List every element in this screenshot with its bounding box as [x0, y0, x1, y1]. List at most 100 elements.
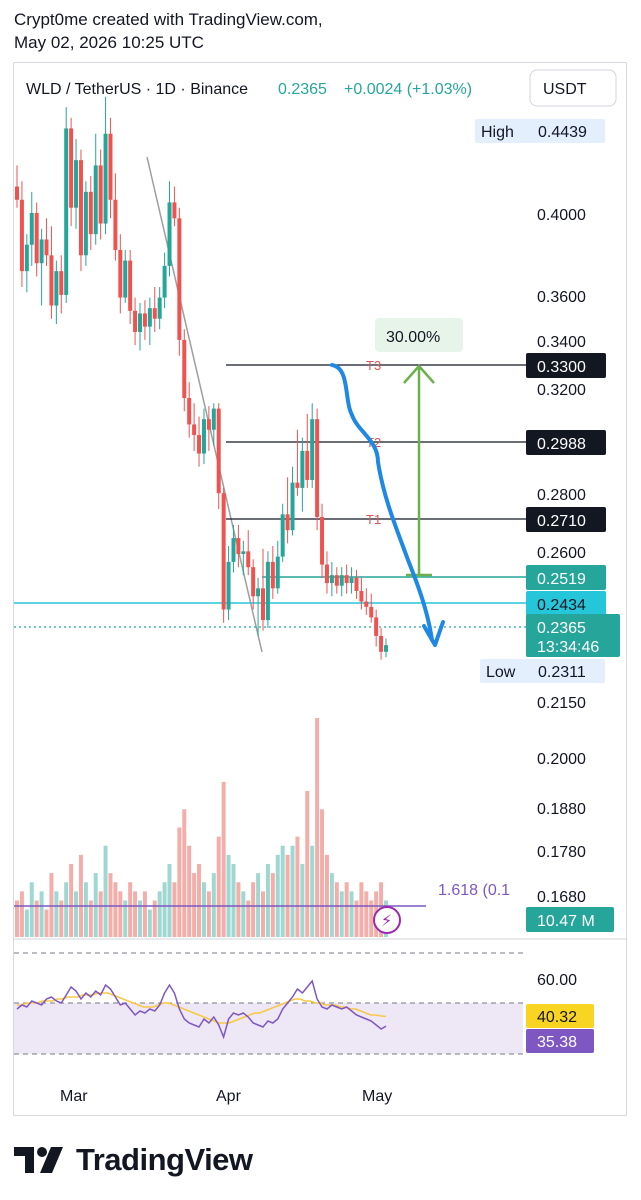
price-tick: 0.1880	[537, 801, 586, 818]
price-tick: 0.2000	[537, 751, 586, 768]
candle-body	[305, 450, 310, 480]
volume-bar	[226, 854, 231, 937]
candle-body	[44, 239, 49, 256]
volume-bar	[118, 891, 123, 937]
candle-body	[339, 575, 344, 586]
volume-bar	[138, 900, 142, 937]
candle-body	[324, 564, 329, 584]
price-tick: 0.3600	[537, 289, 586, 306]
last-price-badge	[526, 614, 620, 657]
volume-bar	[349, 891, 354, 937]
projected-arrow-head-icon	[422, 620, 445, 647]
candle-body	[241, 551, 246, 554]
volume-bar	[324, 854, 329, 937]
volume-bar	[241, 891, 246, 937]
volume-bar	[187, 845, 192, 937]
credit-author: Crypt0me created with TradingView.com,	[14, 10, 323, 29]
candle-body	[78, 160, 83, 256]
candle-body	[344, 575, 349, 584]
volume-bar	[29, 882, 34, 937]
price-tick: 0.4000	[537, 207, 586, 224]
candle-body	[246, 551, 251, 568]
rsi-ma-badge	[526, 1004, 594, 1028]
rsi-line	[16, 979, 387, 1040]
rsi-value: 35.38	[537, 1034, 577, 1051]
price-tick: 0.2800	[537, 487, 586, 504]
bar-countdown: 13:34:46	[537, 639, 599, 656]
candle-body	[359, 590, 364, 602]
volume-bar	[182, 809, 187, 937]
candle-body	[320, 516, 325, 565]
volume-bar	[103, 845, 108, 937]
level-badge-entry	[526, 565, 606, 590]
volume-bar	[221, 781, 226, 937]
candle-body	[29, 213, 34, 245]
volume-bar	[236, 882, 241, 937]
volume-bar	[54, 891, 59, 937]
tradingview-logo-icon	[14, 1147, 63, 1173]
candle-body	[182, 339, 187, 399]
candle-body	[157, 297, 162, 319]
volume-bar	[265, 864, 270, 937]
volume-bar	[246, 900, 251, 937]
lightning-icon: ⚡	[381, 913, 392, 930]
candle-body	[64, 128, 69, 295]
fib-label: 1.618 (0.1	[438, 882, 510, 899]
candle-body	[197, 435, 202, 454]
candle-body	[187, 398, 192, 425]
volume-bar	[128, 882, 133, 937]
volume-bar	[261, 891, 265, 937]
price-tick: 0.1780	[537, 844, 586, 861]
candle-body	[147, 308, 152, 327]
volume-bar	[354, 900, 359, 937]
candle-body	[69, 128, 74, 208]
volume-badge	[526, 907, 614, 932]
candle-body	[290, 482, 295, 531]
candle-body	[54, 271, 59, 306]
target-badge-t3	[526, 353, 606, 378]
brand: TradingView	[14, 1140, 253, 1180]
volume-bar	[197, 864, 202, 937]
brand-name: TradingView	[76, 1142, 253, 1177]
low-label: Low	[486, 664, 516, 681]
volume-bar	[310, 845, 315, 937]
volume-bar	[177, 827, 182, 937]
target-label-t1: T1	[366, 512, 381, 527]
price-tick: 0.2600	[537, 545, 586, 562]
candle-body	[74, 160, 79, 208]
candlesticks	[15, 96, 388, 660]
volume-bar	[147, 909, 152, 937]
candle-body	[349, 577, 354, 584]
target-value-t2: 0.2988	[537, 436, 586, 453]
candle-body	[49, 255, 54, 306]
volume-bar	[69, 864, 74, 937]
rsi-band	[14, 1003, 523, 1054]
volume-bar	[59, 900, 64, 937]
gain-box	[375, 318, 463, 352]
volume-bar	[19, 891, 24, 937]
volume-bar	[88, 900, 93, 937]
rsi-badge	[526, 1029, 594, 1053]
candle-body	[329, 575, 334, 584]
alert-button[interactable]	[373, 906, 401, 934]
volume-bar	[142, 891, 147, 937]
volume-bar	[15, 900, 19, 937]
volume-bar	[300, 864, 305, 937]
chart-credit: Crypt0me created with TradingView.com, M…	[14, 8, 323, 54]
candle-body	[88, 191, 93, 235]
candle-body	[354, 577, 359, 591]
candle-body	[261, 588, 265, 621]
volume-bar	[206, 891, 211, 937]
volume-bar	[64, 882, 69, 937]
candle-body	[98, 165, 103, 224]
candle-body	[369, 606, 374, 618]
currency-button[interactable]	[529, 69, 617, 107]
volume-bar	[108, 873, 113, 937]
candle-body	[221, 493, 226, 610]
volume-bar	[152, 900, 157, 937]
volume-bar	[275, 854, 280, 937]
last-price: 0.2365	[278, 81, 327, 98]
volume-bar	[201, 882, 206, 937]
volume-bar	[359, 882, 364, 937]
